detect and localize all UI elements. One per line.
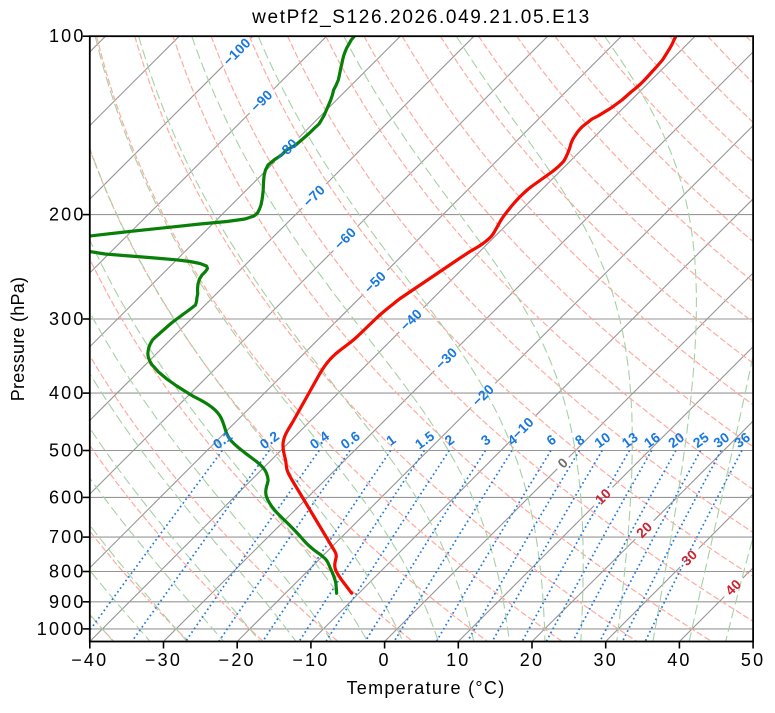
svg-text:Temperature (°C): Temperature (°C) (346, 678, 505, 698)
svg-text:300: 300 (49, 309, 86, 329)
svg-text:10: 10 (446, 650, 470, 670)
svg-text:0: 0 (378, 650, 390, 670)
svg-text:−40: −40 (71, 650, 108, 670)
svg-text:wetPf2_S126.2026.049.21.05.E13: wetPf2_S126.2026.049.21.05.E13 (251, 7, 591, 28)
svg-text:Pressure (hPa): Pressure (hPa) (8, 277, 28, 402)
svg-text:800: 800 (49, 562, 86, 582)
svg-text:−10: −10 (292, 650, 329, 670)
svg-text:40: 40 (667, 650, 691, 670)
svg-text:50: 50 (741, 650, 765, 670)
svg-text:400: 400 (49, 383, 86, 403)
svg-text:100: 100 (49, 26, 86, 46)
svg-text:500: 500 (49, 441, 86, 461)
svg-text:−30: −30 (145, 650, 182, 670)
svg-text:1000: 1000 (37, 619, 86, 639)
svg-text:30: 30 (593, 650, 617, 670)
svg-text:200: 200 (49, 205, 86, 225)
svg-text:600: 600 (49, 487, 86, 507)
svg-text:700: 700 (49, 527, 86, 547)
svg-text:−20: −20 (219, 650, 256, 670)
svg-text:20: 20 (520, 650, 544, 670)
svg-text:900: 900 (49, 592, 86, 612)
